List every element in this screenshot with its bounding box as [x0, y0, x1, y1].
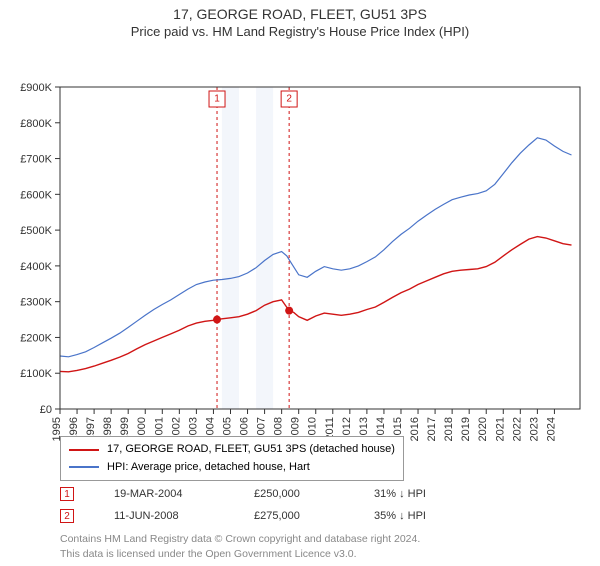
transaction-marker: 1 [60, 487, 74, 501]
svg-text:2020: 2020 [477, 417, 489, 441]
transaction-date: 19-MAR-2004 [114, 488, 214, 500]
svg-text:£900K: £900K [20, 82, 52, 94]
transaction-delta: 31% ↓ HPI [374, 488, 426, 500]
transaction-marker: 2 [60, 509, 74, 523]
chart-subtitle: Price paid vs. HM Land Registry's House … [0, 24, 600, 39]
chart-title: 17, GEORGE ROAD, FLEET, GU51 3PS [0, 6, 600, 22]
footer-attribution: Contains HM Land Registry data © Crown c… [60, 532, 420, 561]
transaction-price: £250,000 [254, 488, 334, 500]
svg-text:£700K: £700K [20, 154, 52, 166]
price-chart: 1 2 £0 £100K £200K £300K £400K £500K £600K £700K £… [0, 39, 600, 469]
legend-label: 17, GEORGE ROAD, FLEET, GU51 3PS (detach… [107, 441, 395, 459]
footer-line-1: Contains HM Land Registry data © Crown c… [60, 532, 420, 547]
transactions-table: 1 19-MAR-2004 £250,000 31% ↓ HPI 2 11-JUN-200… [60, 483, 426, 527]
transaction-row: 2 11-JUN-2008 £275,000 35% ↓ HPI [60, 505, 426, 527]
chart-container: 17, GEORGE ROAD, FLEET, GU51 3PS Price p… [0, 6, 600, 566]
chart-legend: 17, GEORGE ROAD, FLEET, GU51 3PS (detach… [60, 436, 404, 481]
svg-text:2023: 2023 [528, 417, 540, 441]
transaction-delta: 35% ↓ HPI [374, 510, 426, 522]
svg-text:£800K: £800K [20, 118, 52, 130]
transaction-row: 1 19-MAR-2004 £250,000 31% ↓ HPI [60, 483, 426, 505]
svg-text:2: 2 [286, 94, 292, 105]
svg-text:2018: 2018 [443, 417, 455, 441]
svg-text:£500K: £500K [20, 225, 52, 237]
svg-text:2019: 2019 [460, 417, 472, 441]
svg-text:2021: 2021 [494, 417, 506, 441]
legend-row: HPI: Average price, detached house, Hart [69, 459, 395, 477]
svg-text:£600K: £600K [20, 189, 52, 201]
legend-label: HPI: Average price, detached house, Hart [107, 459, 310, 477]
svg-text:£100K: £100K [20, 368, 52, 380]
svg-text:£400K: £400K [20, 261, 52, 273]
svg-text:£0: £0 [40, 404, 52, 416]
svg-text:2017: 2017 [426, 417, 438, 441]
footer-line-2: This data is licensed under the Open Gov… [60, 547, 420, 562]
svg-text:1: 1 [214, 94, 220, 105]
transaction-date: 11-JUN-2008 [114, 510, 214, 522]
svg-text:2016: 2016 [409, 417, 421, 441]
legend-row: 17, GEORGE ROAD, FLEET, GU51 3PS (detach… [69, 441, 395, 459]
legend-swatch [69, 466, 99, 468]
transaction-price: £275,000 [254, 510, 334, 522]
svg-text:2022: 2022 [511, 417, 523, 441]
svg-text:£200K: £200K [20, 332, 52, 344]
svg-text:£300K: £300K [20, 297, 52, 309]
legend-swatch [69, 449, 99, 451]
svg-text:2024: 2024 [545, 417, 557, 441]
